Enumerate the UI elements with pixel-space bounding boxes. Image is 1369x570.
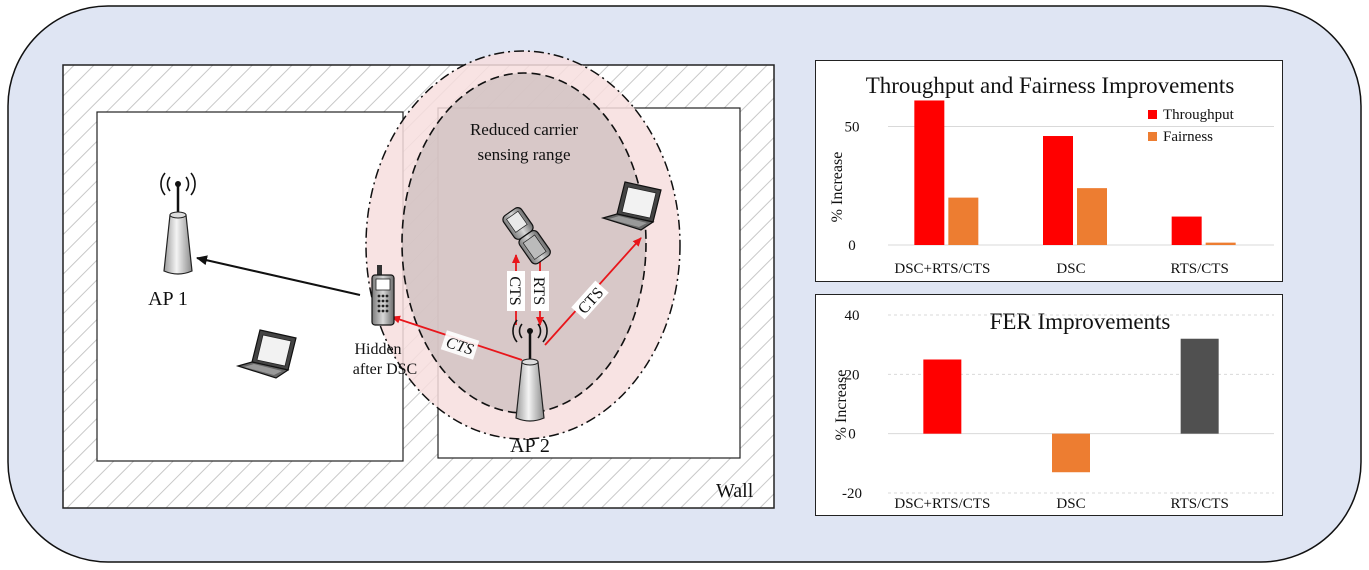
bar: [1180, 338, 1219, 434]
hidden-to-ap1-arrow: [196, 255, 361, 296]
y-tick-label: 0: [848, 238, 856, 254]
room-left: [96, 111, 404, 462]
hidden-label: Hidden: [354, 341, 401, 358]
throughput-fairness-chart: Throughput and Fairness Improvements 50 0%…: [815, 60, 1283, 282]
access-point-icon: [160, 172, 196, 275]
bar: [923, 359, 962, 434]
legend-swatch: [1148, 110, 1157, 119]
bar-fairness: [1077, 188, 1107, 245]
bar-fairness: [1205, 242, 1236, 245]
x-tick-label: DSC+RTS/CTS: [894, 496, 990, 512]
hidden-label-2: after DSC: [353, 361, 417, 378]
bar-throughput: [1043, 136, 1073, 245]
ap2-label: AP 2: [510, 435, 550, 457]
legend-label: Throughput: [1163, 107, 1235, 123]
bar-throughput: [1171, 216, 1202, 245]
svg-text:CTS: CTS: [506, 276, 523, 305]
laptop-icon: [235, 329, 297, 379]
fer-improvements-chart: FER Improvements -20 0 20 40 % Increase DSC+RT…: [815, 294, 1283, 516]
legend-swatch: [1148, 132, 1157, 141]
bar-throughput: [914, 100, 945, 245]
reduced-range-label-2: sensing range: [477, 145, 570, 164]
cts-label-left: CTS: [440, 330, 480, 360]
x-tick-label: RTS/CTS: [1171, 261, 1229, 277]
svg-text:RTS: RTS: [530, 277, 547, 305]
wall-label: Wall: [716, 480, 754, 502]
bar-fairness: [948, 197, 979, 245]
x-tick-label: DSC: [1056, 261, 1085, 277]
y-axis-label: % Increase: [833, 370, 850, 441]
bar: [1052, 433, 1090, 473]
reduced-range-label: Reduced carrier: [470, 120, 578, 139]
chart-title: FER Improvements: [990, 309, 1171, 334]
x-tick-label: RTS/CTS: [1171, 496, 1229, 512]
chart-2-svg: FER Improvements -20 0 20 40 % Increase DSC+RT…: [833, 308, 1274, 512]
y-tick-label: 40: [845, 308, 860, 324]
legend-label: Fairness: [1163, 129, 1213, 145]
laptop-icon: [600, 181, 662, 231]
x-tick-label: DSC+RTS/CTS: [894, 261, 990, 277]
rts-label-vertical: RTS: [530, 271, 549, 311]
chart-title: Throughput and Fairness Improvements: [866, 73, 1235, 98]
flip-phone-icon: [502, 207, 551, 265]
access-point-icon: [512, 319, 548, 422]
ap1-label: AP 1: [148, 288, 188, 310]
y-tick-label: -20: [842, 486, 862, 502]
cts-label-vertical: CTS: [506, 271, 525, 311]
y-tick-label: 0: [848, 427, 856, 443]
mobile-phone-icon: [371, 265, 395, 326]
y-tick-label: 20: [845, 367, 860, 383]
y-axis-label: % Increase: [829, 152, 846, 223]
x-tick-label: DSC: [1056, 496, 1085, 512]
y-tick-label: 50: [845, 120, 860, 136]
chart-1-svg: Throughput and Fairness Improvements 50 0%…: [829, 73, 1274, 277]
